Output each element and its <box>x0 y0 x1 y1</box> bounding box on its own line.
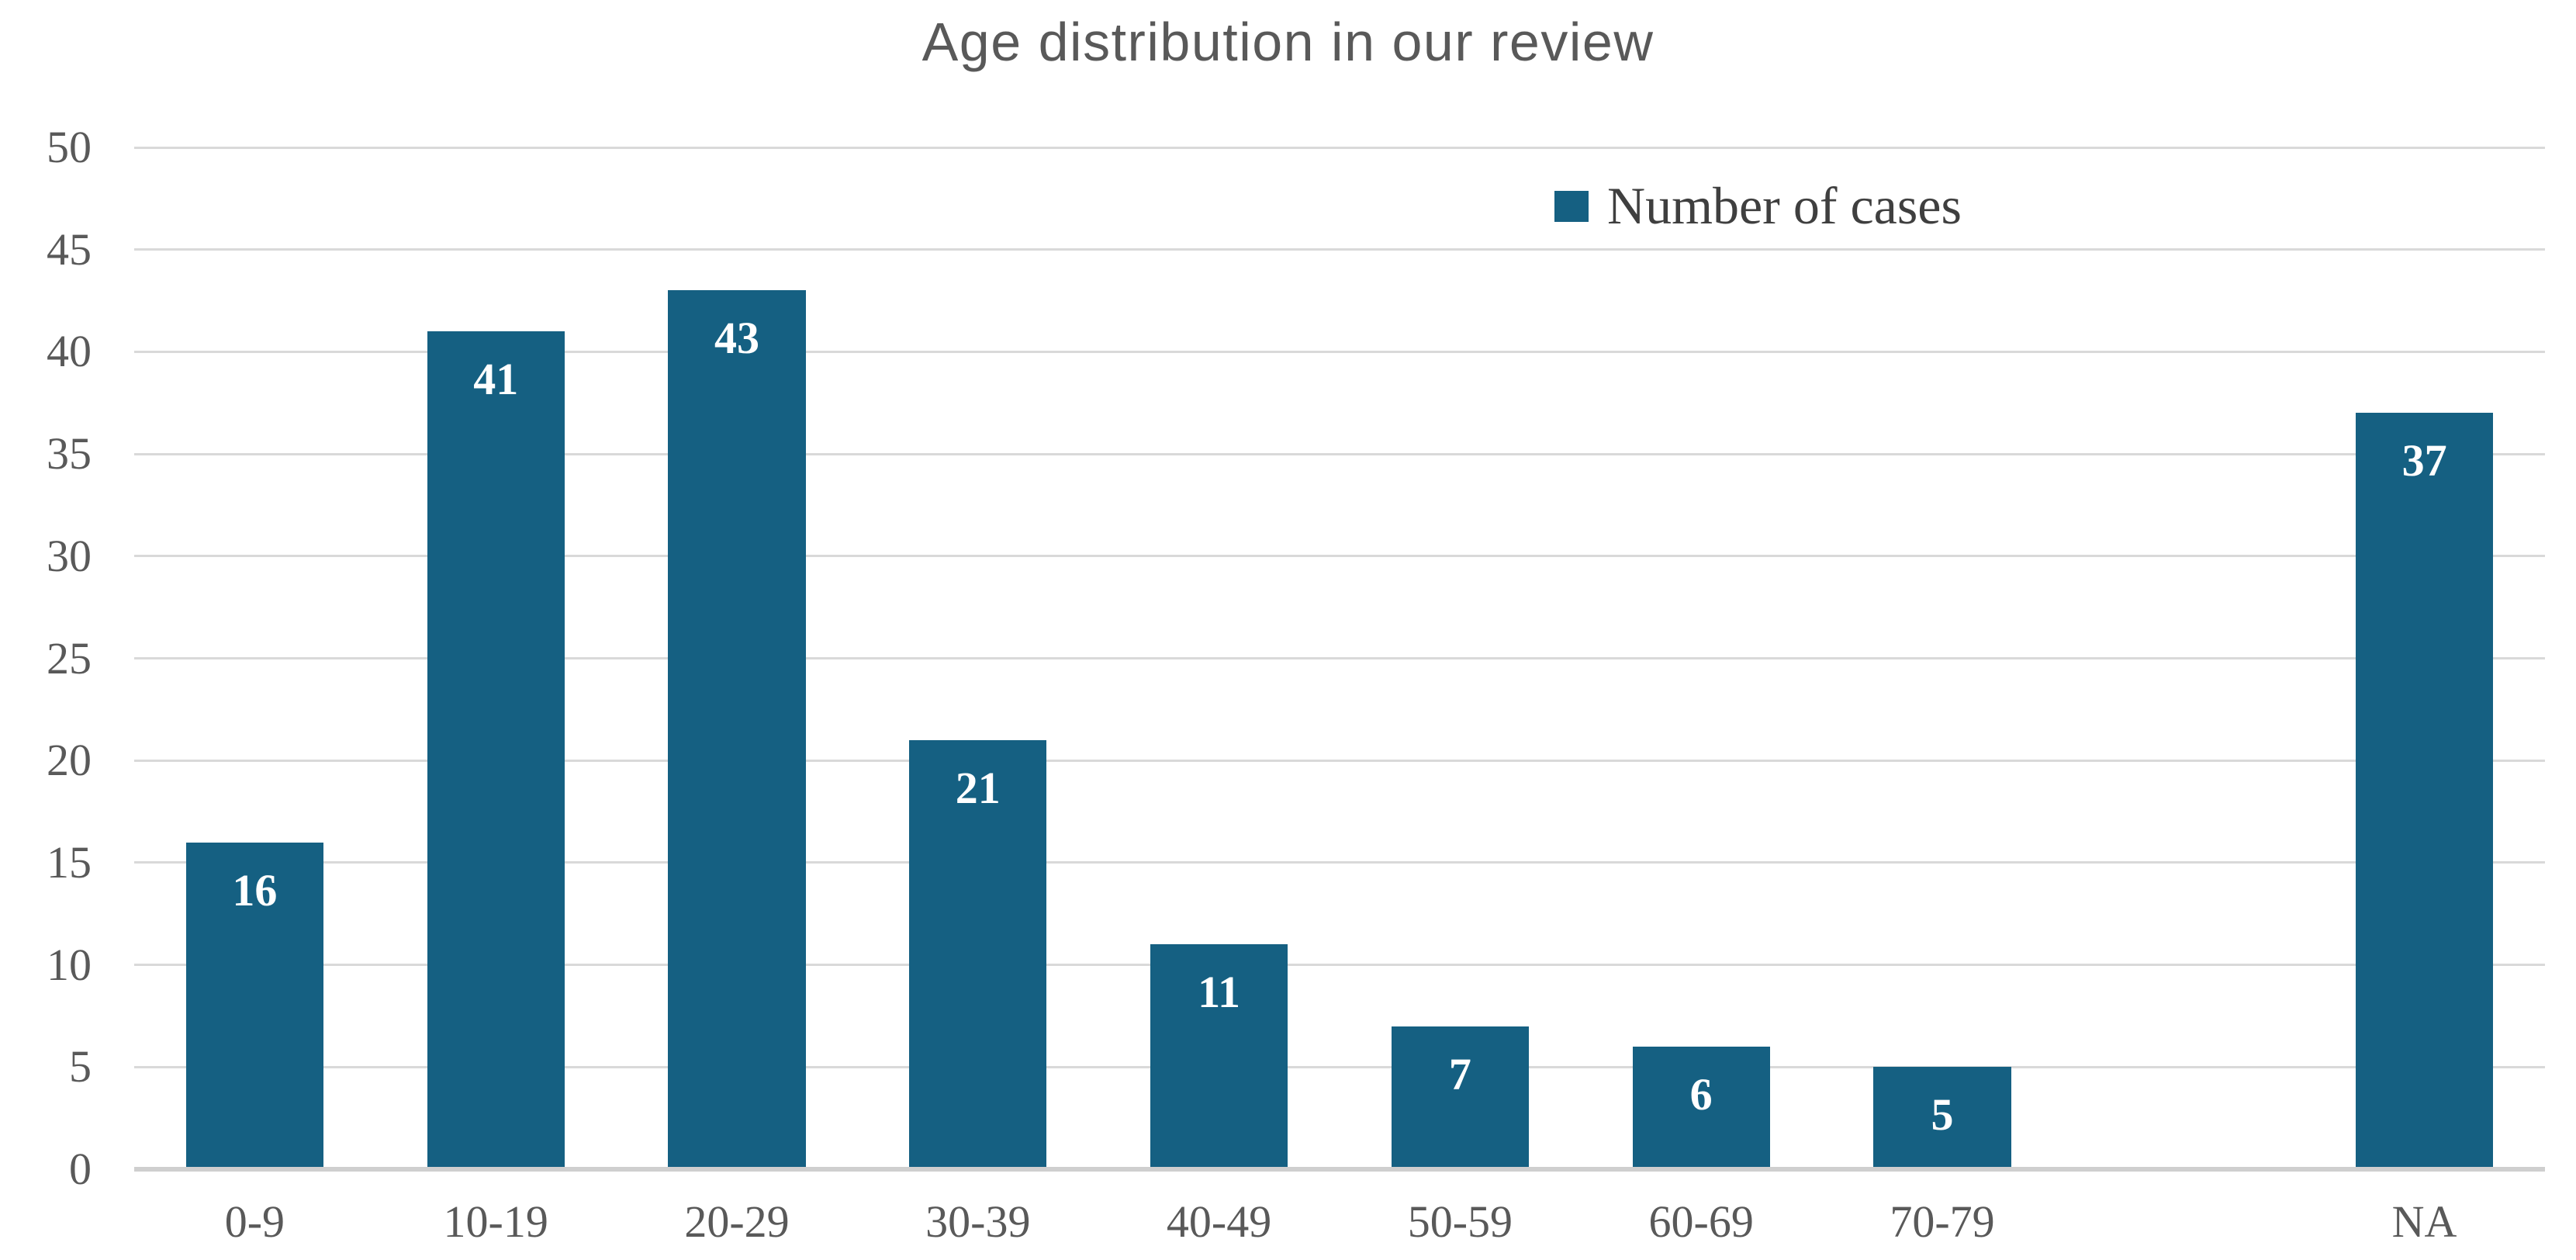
gridline <box>134 146 2545 149</box>
x-axis-label: NA <box>2391 1196 2457 1247</box>
chart-title: Age distribution in our review <box>921 12 1655 72</box>
x-axis-label <box>2063 1196 2304 1248</box>
y-axis-label: 5 <box>69 1041 92 1092</box>
x-axis-label: 50-59 <box>1407 1196 1513 1247</box>
bar: 7 <box>1391 1026 1529 1169</box>
bar: 43 <box>668 290 806 1169</box>
x-axis-label: 10-19 <box>443 1196 548 1247</box>
y-axis-label: 45 <box>47 223 92 275</box>
bar-value-label: 7 <box>1448 1048 1471 1099</box>
bar-value-label: 37 <box>2401 435 2447 486</box>
x-axis-label: 60-69 <box>1648 1196 1754 1247</box>
gridline <box>134 1065 2545 1068</box>
bar-value-label: 6 <box>1689 1068 1713 1120</box>
bar-value-label: 16 <box>232 864 278 916</box>
gridline <box>134 452 2545 455</box>
gridline <box>134 964 2545 967</box>
y-axis: 0 5 10 15 20 25 30 35 40 45 50 <box>0 125 102 1192</box>
bar-slot: 21 <box>857 147 1098 1169</box>
bar: 41 <box>427 331 565 1169</box>
y-axis-label: 0 <box>69 1144 92 1194</box>
bar: 21 <box>909 739 1047 1169</box>
bar-slot: 41 <box>375 147 617 1169</box>
bar-value-label: 21 <box>955 762 1001 813</box>
bar-value-label: 43 <box>714 313 759 364</box>
x-axis-label: 30-39 <box>925 1196 1031 1247</box>
plot-area: 16 41 43 21 11 7 6 5 37 <box>134 146 2545 1172</box>
bar-slot: 7 <box>1340 147 1581 1169</box>
gridline <box>134 350 2545 353</box>
y-axis-label: 15 <box>47 836 92 888</box>
y-axis-label: 30 <box>47 530 92 581</box>
y-axis-label: 35 <box>47 428 92 479</box>
bar-value-label: 5 <box>1931 1089 1954 1141</box>
x-axis-label: 40-49 <box>1166 1196 1272 1247</box>
gridline <box>134 657 2545 659</box>
bar: 37 <box>2356 413 2494 1169</box>
gridline <box>134 555 2545 558</box>
gridline <box>134 861 2545 864</box>
bar: 6 <box>1632 1046 1770 1169</box>
bar-slot <box>2063 147 2304 1169</box>
bar-value-label: 41 <box>473 354 519 405</box>
bar-series: 16 41 43 21 11 7 6 5 37 <box>134 147 2545 1169</box>
bar: 5 <box>1873 1067 2011 1169</box>
x-axis: 0-9 10-19 20-29 30-39 40-49 50-59 60-69 70-79 NA <box>134 1196 2545 1248</box>
x-axis-label: 20-29 <box>684 1196 790 1247</box>
y-axis-label: 40 <box>47 326 92 377</box>
bar: 11 <box>1150 944 1288 1169</box>
legend: Number of cases <box>1554 175 1962 237</box>
bar-value-label: 11 <box>1198 967 1240 1018</box>
y-axis-label: 25 <box>47 632 92 684</box>
bar-slot: 16 <box>134 147 375 1169</box>
legend-label: Number of cases <box>1607 176 1962 235</box>
bar-slot: 37 <box>2304 147 2545 1169</box>
gridline <box>134 759 2545 762</box>
gridline <box>134 248 2545 251</box>
x-axis-label: 0-9 <box>224 1196 285 1247</box>
bar-slot: 11 <box>1098 147 1340 1169</box>
y-axis-label: 20 <box>47 735 92 786</box>
y-axis-label: 50 <box>47 122 92 172</box>
y-axis-label: 10 <box>47 939 92 990</box>
x-axis-line <box>134 1167 2545 1172</box>
bar-slot: 5 <box>1822 147 2063 1169</box>
bar-slot: 6 <box>1581 147 1822 1169</box>
x-axis-label: 70-79 <box>1890 1196 1995 1247</box>
bar: 16 <box>185 842 323 1169</box>
bar-slot: 43 <box>617 147 858 1169</box>
legend-marker-icon <box>1554 190 1589 222</box>
